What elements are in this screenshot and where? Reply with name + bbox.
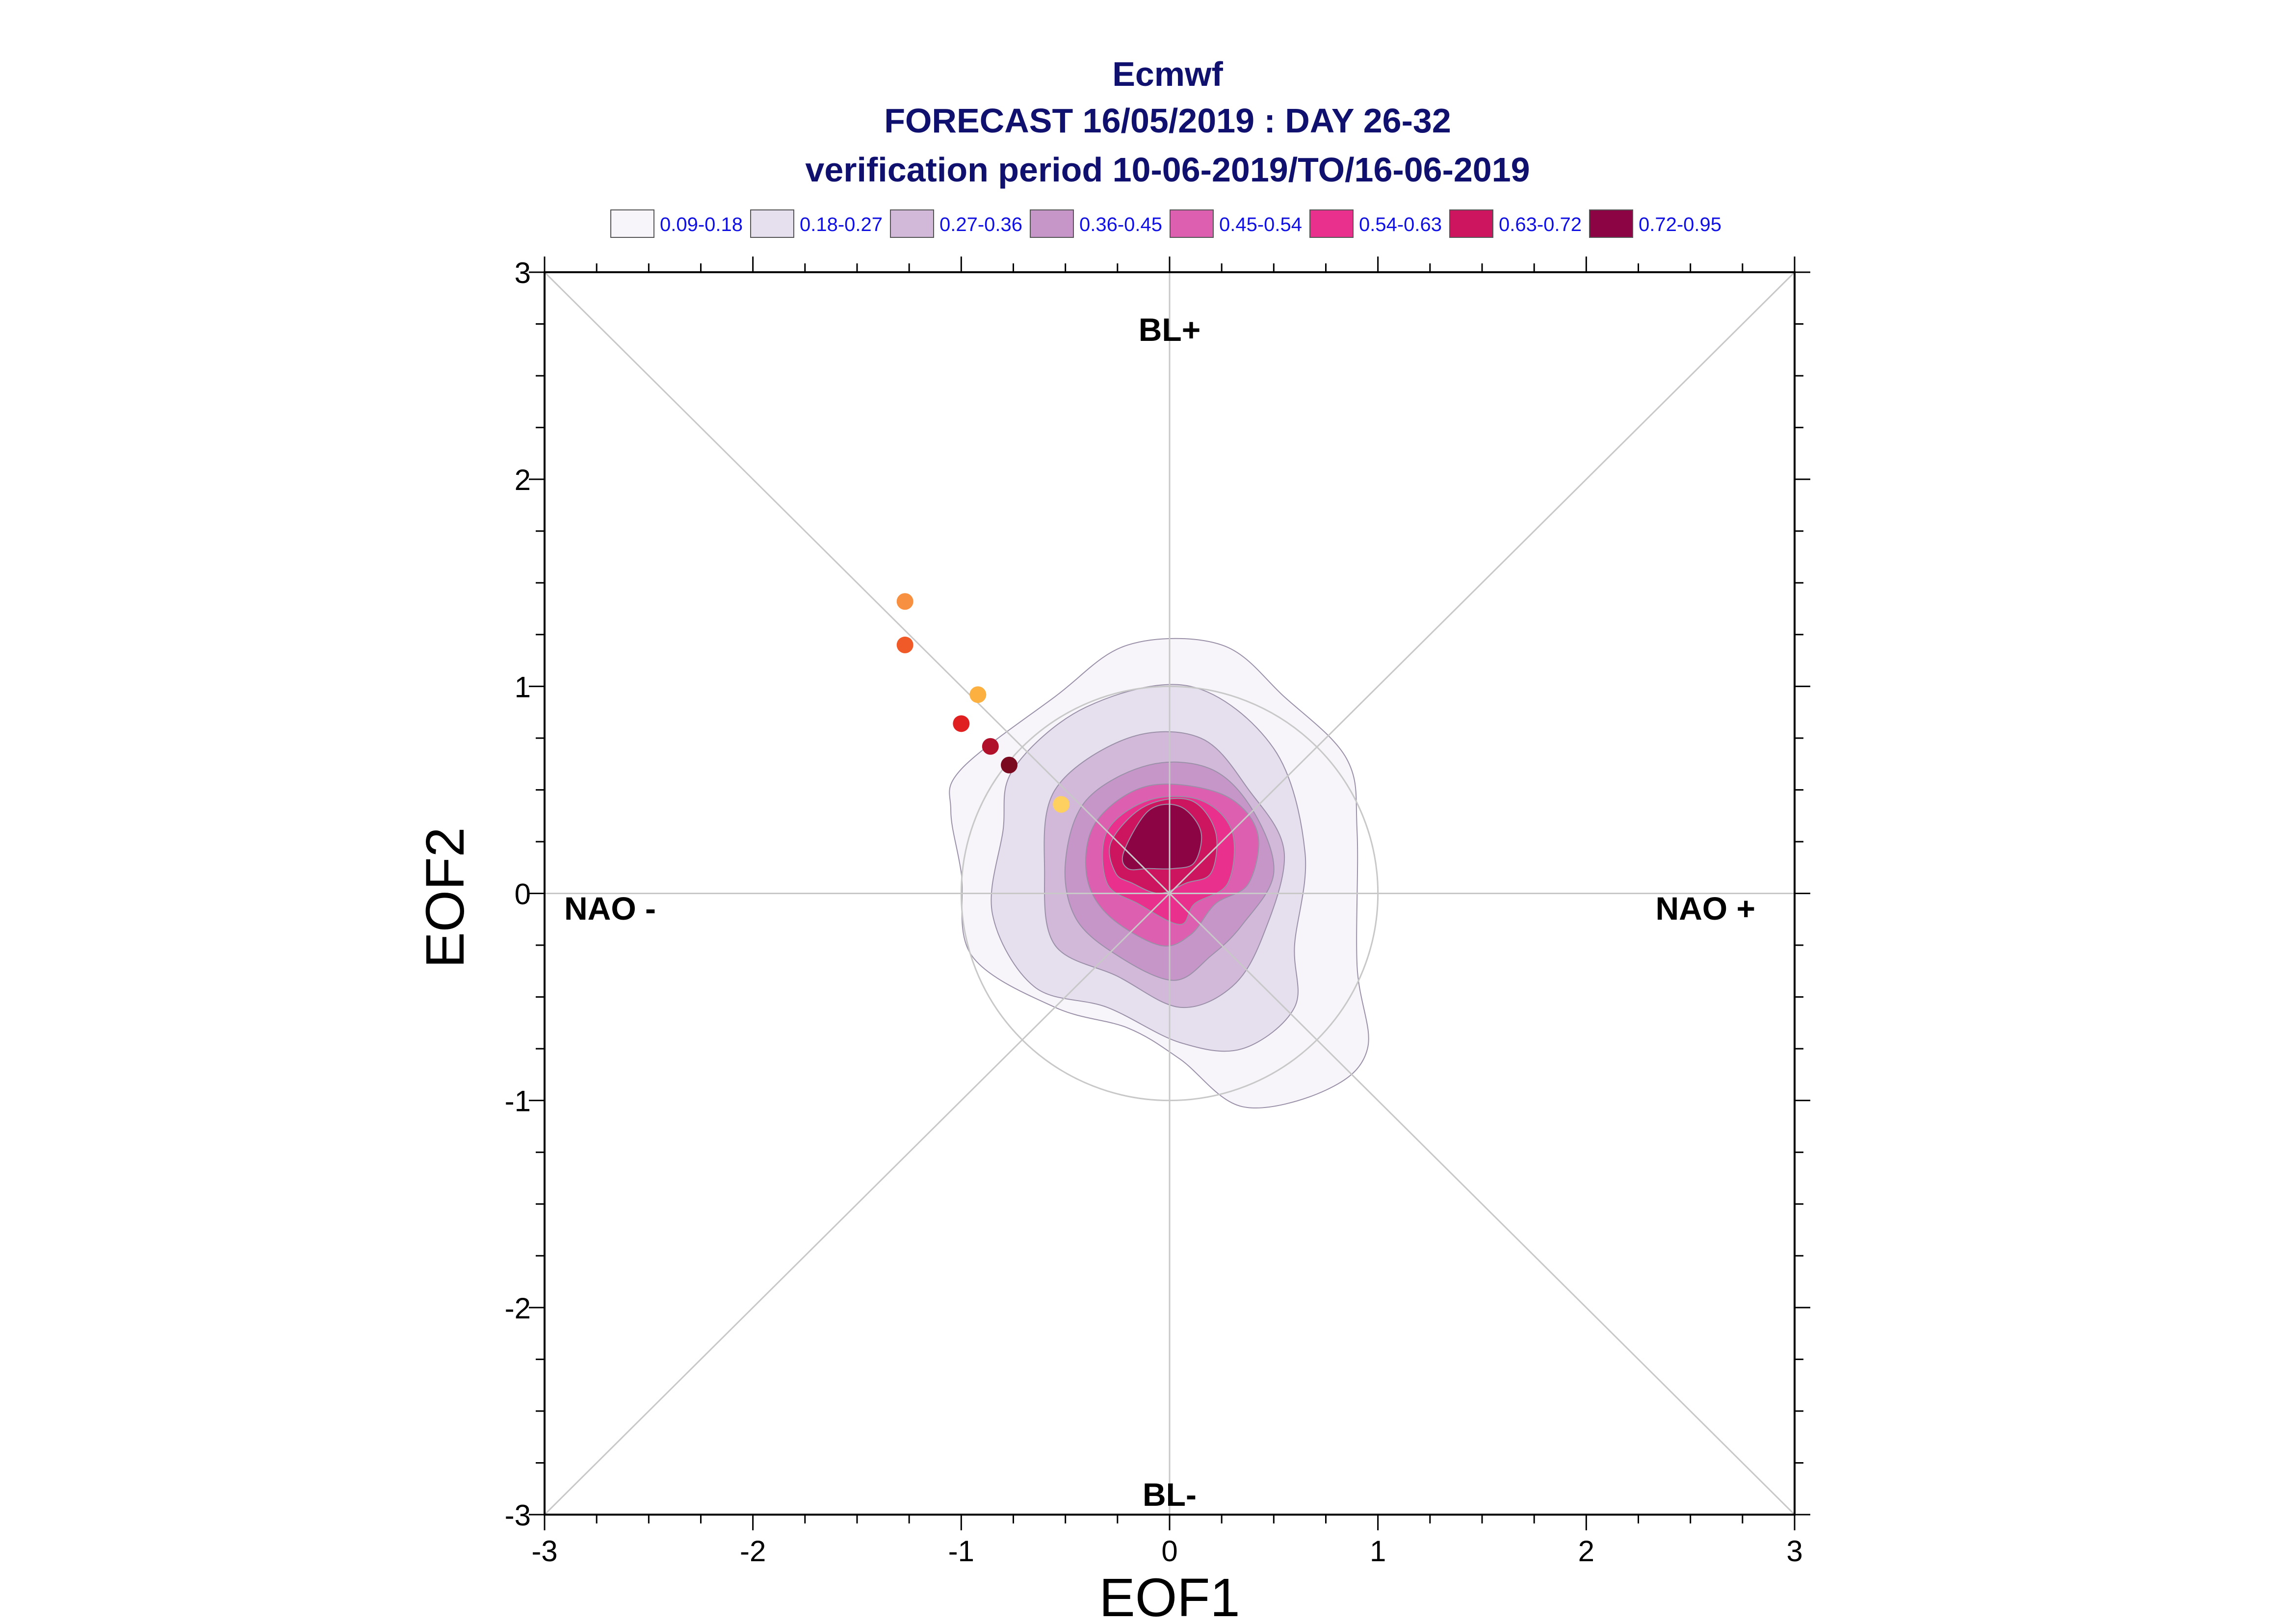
x-tick-label: -2 (740, 1535, 766, 1568)
legend-swatch (610, 209, 654, 238)
legend-swatch (1589, 209, 1633, 238)
legend-label: 0.45-0.54 (1219, 214, 1302, 235)
ensemble-point (1053, 796, 1070, 813)
legend-swatch (750, 209, 794, 238)
legend-swatch (890, 209, 934, 238)
x-tick-label: 3 (1786, 1535, 1802, 1568)
legend-swatch (1309, 209, 1354, 238)
ensemble-point (896, 593, 913, 610)
y-tick-label: -2 (505, 1292, 531, 1325)
legend-label: 0.27-0.36 (939, 214, 1022, 235)
y-tick-label: 1 (515, 670, 531, 703)
y-tick-label: -1 (505, 1085, 531, 1118)
x-axis-label: EOF1 (1099, 1568, 1240, 1624)
legend-label: 0.18-0.27 (800, 214, 883, 235)
ensemble-point (953, 715, 970, 732)
ensemble-point (896, 636, 913, 653)
title-line-2: FORECAST 16/05/2019 : DAY 26-32 (884, 102, 1451, 140)
legend-swatch (1170, 209, 1214, 238)
ensemble-point (982, 738, 999, 755)
reference-circle (960, 685, 1379, 1102)
guide-lines (544, 271, 1796, 1516)
regime-label-bl-plus: BL+ (1139, 311, 1201, 348)
x-tick-label: 1 (1370, 1535, 1386, 1568)
regime-label-nao-minus: NAO - (564, 890, 656, 927)
legend-label: 0.54-0.63 (1359, 214, 1442, 235)
x-tick-label: -3 (531, 1535, 557, 1568)
y-tick-label: 0 (515, 878, 531, 911)
density-contours (949, 638, 1369, 1108)
title-line-1: Ecmwf (1112, 55, 1223, 93)
ensemble-points (896, 593, 1070, 813)
x-tick-label: -1 (948, 1535, 974, 1568)
regime-label-bl-minus: BL- (1143, 1476, 1197, 1513)
axis-ticks: -3 -2 -1 0 1 2 3 -3 -2 -1 0 1 2 3 (505, 257, 1810, 1568)
chart-title: Ecmwf FORECAST 16/05/2019 : DAY 26-32 ve… (805, 55, 1530, 189)
legend-label: 0.36-0.45 (1079, 214, 1162, 235)
legend-label: 0.72-0.95 (1639, 214, 1721, 235)
x-tick-label: 0 (1161, 1535, 1177, 1568)
legend: 0.09-0.18 0.18-0.27 0.27-0.36 0.36-0.45 0.45… (610, 209, 1721, 238)
regime-label-nao-plus: NAO + (1655, 890, 1755, 927)
density-contour-level-7 (1121, 803, 1202, 871)
title-line-3: verification period 10-06-2019/TO/16-06-… (805, 151, 1530, 189)
x-tick-label: 2 (1578, 1535, 1594, 1568)
legend-label: 0.09-0.18 (660, 214, 743, 235)
plot-area: -3 -2 -1 0 1 2 3 -3 -2 -1 0 1 2 3 (505, 257, 1810, 1568)
y-tick-label: 3 (515, 257, 531, 289)
y-axis-label: EOF2 (415, 827, 475, 968)
legend-swatch (1030, 209, 1074, 238)
legend-label: 0.63-0.72 (1499, 214, 1582, 235)
y-tick-label: -3 (505, 1499, 531, 1532)
ensemble-point (1001, 756, 1018, 773)
y-tick-label: 2 (515, 464, 531, 496)
legend-swatch (1449, 209, 1493, 238)
ensemble-point (969, 686, 987, 703)
